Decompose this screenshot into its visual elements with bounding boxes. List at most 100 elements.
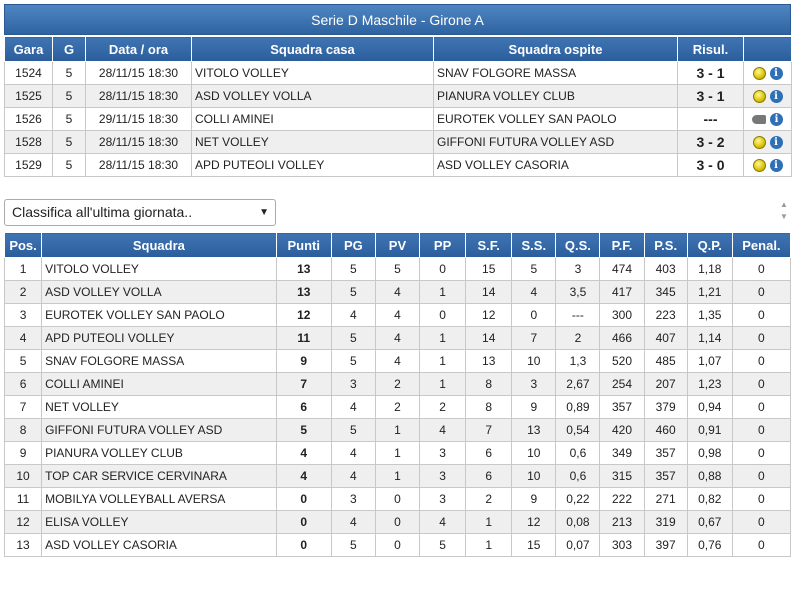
match-home-team: NET VOLLEY (191, 130, 434, 154)
standings-ss: 4 (511, 280, 557, 304)
volleyball-icon[interactable] (752, 67, 766, 81)
volleyball-icon[interactable] (752, 90, 766, 104)
standings-ps: 207 (643, 372, 688, 396)
standings-punti: 5 (275, 418, 332, 442)
standings-ss: 10 (511, 349, 557, 373)
standings-pv: 2 (374, 372, 421, 396)
standings-pv: 0 (374, 510, 421, 534)
standings-ps: 357 (643, 464, 688, 488)
standings-pos: 2 (3, 280, 43, 304)
standings-penal: 0 (731, 303, 792, 327)
match-result: --- (677, 107, 744, 131)
standings-punti: 0 (275, 510, 332, 534)
scroll-spinner[interactable]: ▲ ▼ (778, 199, 790, 227)
standings-qs: 0,22 (555, 487, 601, 511)
standings-sf: 8 (465, 395, 513, 419)
matches-header-cell (743, 36, 792, 62)
match-home-team: VITOLO VOLLEY (191, 61, 434, 85)
standings-pf: 213 (599, 510, 645, 534)
standings-pv: 4 (374, 303, 421, 327)
standings-sf: 14 (465, 326, 513, 350)
match-row: 1528 5 28/11/15 18:30 NET VOLLEY GIFFONI FUT… (4, 130, 792, 154)
standings-pp: 0 (419, 303, 467, 327)
match-home-team: APD PUTEOLI VOLLEY (191, 153, 434, 177)
standings-pos: 12 (3, 510, 43, 534)
info-icon[interactable]: i (769, 67, 783, 81)
standings-punti: 13 (275, 257, 332, 281)
info-icon[interactable]: i (770, 113, 783, 127)
standings-qp: 0,76 (686, 533, 733, 557)
standings-pp: 3 (419, 487, 467, 511)
standings-row: 3 EUROTEK VOLLEY SAN PAOLO 12 4 4 0 12 0 --- 300 2… (3, 303, 792, 327)
info-icon[interactable]: i (769, 136, 783, 150)
standings-sf: 8 (465, 372, 513, 396)
standings-sf: 6 (465, 441, 513, 465)
match-result: 3 - 1 (677, 61, 744, 85)
match-giornata: 5 (52, 107, 86, 131)
volleyball-icon[interactable] (752, 136, 766, 150)
standings-punti: 12 (275, 303, 332, 327)
classifica-select[interactable]: Classifica all'ultima giornata.. ▼ (4, 199, 276, 226)
standings-row: 8 GIFFONI FUTURA VOLLEY ASD 5 5 1 4 7 13 0,54 420… (3, 418, 792, 442)
standings-ss: 10 (511, 441, 557, 465)
matches-header-cell: Risul. (677, 36, 744, 62)
standings-sf: 7 (465, 418, 513, 442)
standings-header-cell: Punti (275, 232, 332, 258)
standings-ss: 15 (511, 533, 557, 557)
match-actions: i (743, 84, 792, 108)
standings-team: ELISA VOLLEY (41, 510, 277, 534)
standings-pf: 349 (599, 441, 645, 465)
standings-header-cell: Q.P. (686, 232, 733, 258)
standings-pg: 5 (330, 280, 376, 304)
scroll-down-icon[interactable]: ▼ (780, 212, 788, 221)
standings-ps: 345 (643, 280, 688, 304)
standings-row: 6 COLLI AMINEI 7 3 2 1 8 3 2,67 254 207 1,23 0 (3, 372, 792, 396)
standings-qs: 0,6 (555, 464, 601, 488)
match-gara: 1525 (4, 84, 53, 108)
standings-pv: 4 (374, 349, 421, 373)
match-giornata: 5 (52, 84, 86, 108)
matches-header-cell: Squadra ospite (433, 36, 678, 62)
standings-header-cell: Penal. (731, 232, 792, 258)
scroll-up-icon[interactable]: ▲ (780, 200, 788, 209)
standings-pv: 0 (374, 487, 421, 511)
standings-pf: 520 (599, 349, 645, 373)
standings-pv: 1 (374, 464, 421, 488)
match-row: 1525 5 28/11/15 18:30 ASD VOLLEY VOLLA PIANU… (4, 84, 792, 108)
standings-pv: 5 (374, 257, 421, 281)
standings-ps: 379 (643, 395, 688, 419)
standings-ps: 403 (643, 257, 688, 281)
standings-pg: 5 (330, 418, 376, 442)
standings-penal: 0 (731, 349, 792, 373)
standings-ss: 9 (511, 395, 557, 419)
standings-punti: 9 (275, 349, 332, 373)
info-icon[interactable]: i (769, 90, 783, 104)
match-giornata: 5 (52, 61, 86, 85)
standings-pos: 8 (3, 418, 43, 442)
standings-pg: 4 (330, 395, 376, 419)
standings-sf: 12 (465, 303, 513, 327)
standings-pf: 417 (599, 280, 645, 304)
standings-qp: 1,21 (686, 280, 733, 304)
standings-pos: 5 (3, 349, 43, 373)
whistle-icon[interactable] (752, 115, 766, 125)
standings-team: MOBILYA VOLLEYBALL AVERSA (41, 487, 277, 511)
match-date: 28/11/15 18:30 (85, 153, 192, 177)
standings-team: GIFFONI FUTURA VOLLEY ASD (41, 418, 277, 442)
standings-ss: 9 (511, 487, 557, 511)
info-icon[interactable]: i (769, 159, 783, 173)
standings-qs: 3,5 (555, 280, 601, 304)
standings-qs: 0,89 (555, 395, 601, 419)
standings-header-cell: P.F. (599, 232, 645, 258)
standings-header-cell: S.S. (511, 232, 557, 258)
standings-qp: 1,35 (686, 303, 733, 327)
standings-ps: 407 (643, 326, 688, 350)
standings-sf: 6 (465, 464, 513, 488)
standings-qs: 0,54 (555, 418, 601, 442)
standings-pg: 4 (330, 510, 376, 534)
standings-pf: 357 (599, 395, 645, 419)
standings-pg: 5 (330, 326, 376, 350)
matches-header-cell: Squadra casa (191, 36, 434, 62)
volleyball-icon[interactable] (752, 159, 766, 173)
standings-ps: 319 (643, 510, 688, 534)
